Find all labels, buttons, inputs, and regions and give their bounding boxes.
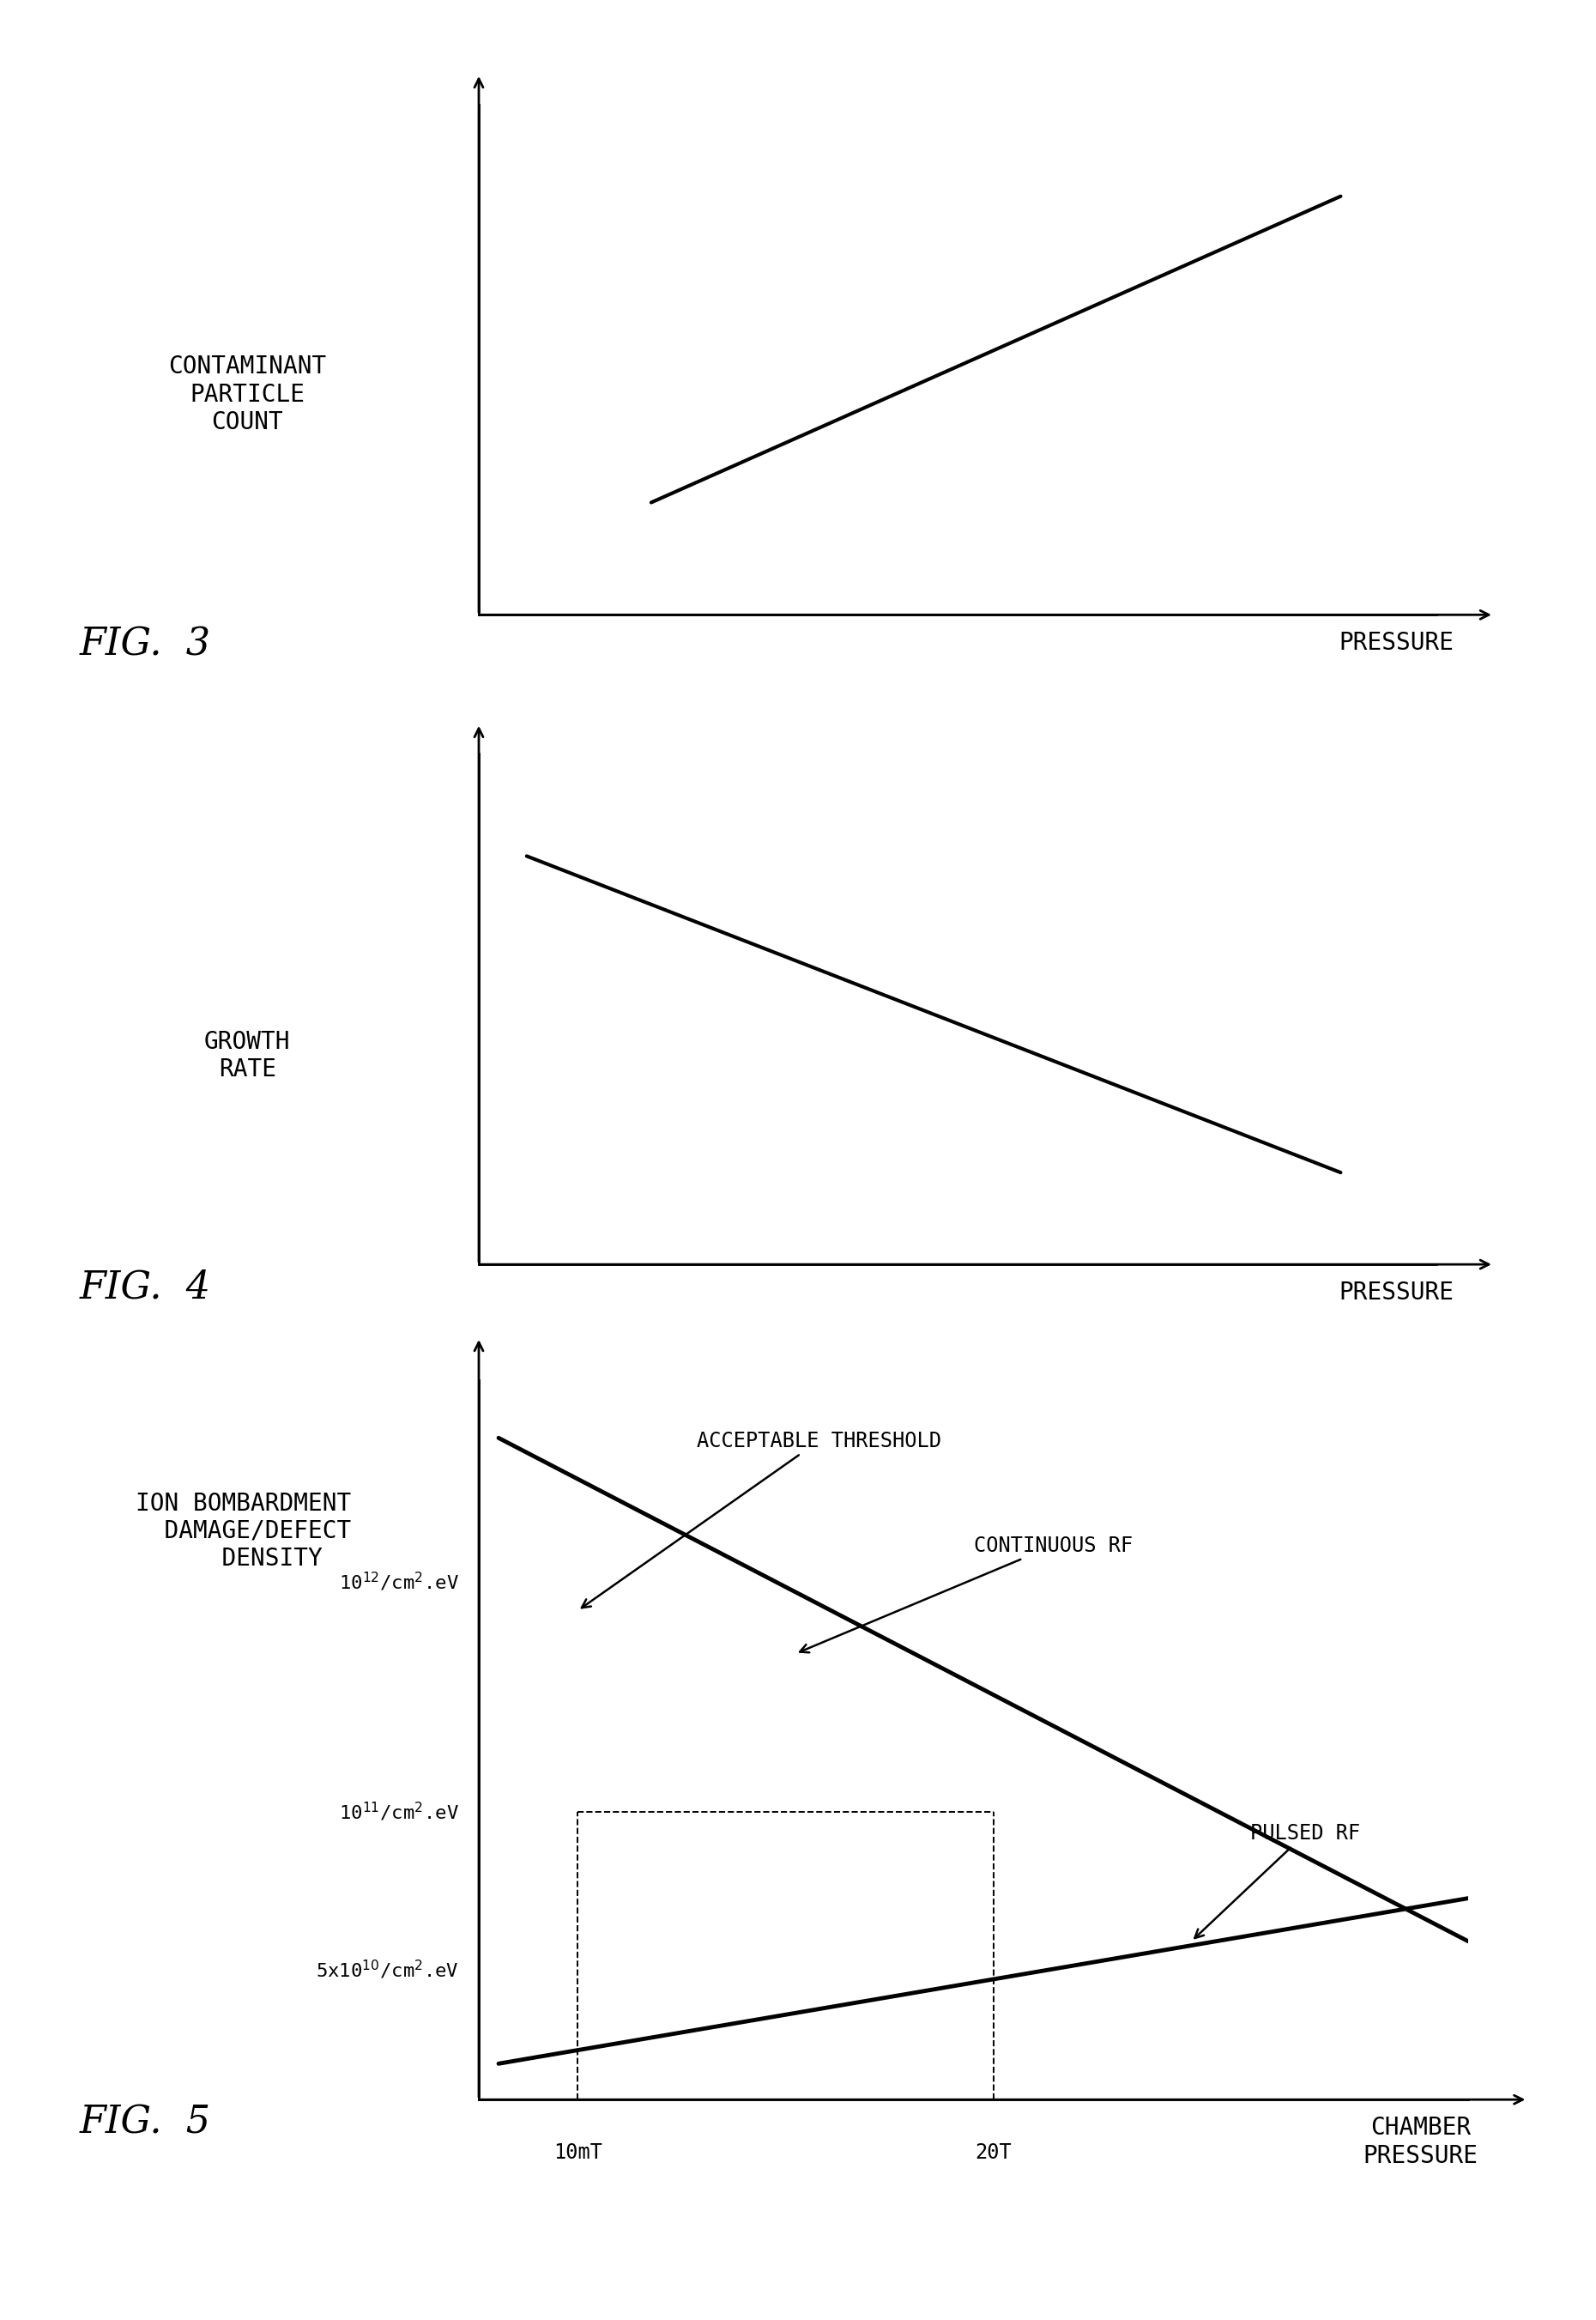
Text: ACCEPTABLE THRESHOLD: ACCEPTABLE THRESHOLD bbox=[581, 1431, 942, 1608]
Text: CONTAMINANT
PARTICLE
COUNT: CONTAMINANT PARTICLE COUNT bbox=[168, 355, 327, 434]
Text: 10mT: 10mT bbox=[554, 2144, 602, 2162]
Text: FIG.  4: FIG. 4 bbox=[80, 1269, 211, 1306]
Text: GROWTH
RATE: GROWTH RATE bbox=[204, 1030, 290, 1081]
Text: 5x10$^{10}$/cm$^2$.eV: 5x10$^{10}$/cm$^2$.eV bbox=[316, 1958, 460, 1981]
Text: PULSED RF: PULSED RF bbox=[1195, 1824, 1361, 1937]
Text: FIG.  3: FIG. 3 bbox=[80, 626, 211, 664]
Text: ION BOMBARDMENT
  DAMAGE/DEFECT
      DENSITY: ION BOMBARDMENT DAMAGE/DEFECT DENSITY bbox=[136, 1492, 351, 1571]
Text: PRESSURE: PRESSURE bbox=[1339, 631, 1454, 654]
Text: FIG.  5: FIG. 5 bbox=[80, 2104, 211, 2141]
Text: CHAMBER
PRESSURE: CHAMBER PRESSURE bbox=[1363, 2116, 1478, 2167]
Text: PRESSURE: PRESSURE bbox=[1339, 1281, 1454, 1304]
Text: 20T: 20T bbox=[975, 2144, 1012, 2162]
Text: 10$^{12}$/cm$^2$.eV: 10$^{12}$/cm$^2$.eV bbox=[338, 1571, 460, 1594]
Text: CONTINUOUS RF: CONTINUOUS RF bbox=[800, 1536, 1133, 1652]
Text: 10$^{11}$/cm$^2$.eV: 10$^{11}$/cm$^2$.eV bbox=[338, 1800, 460, 1824]
